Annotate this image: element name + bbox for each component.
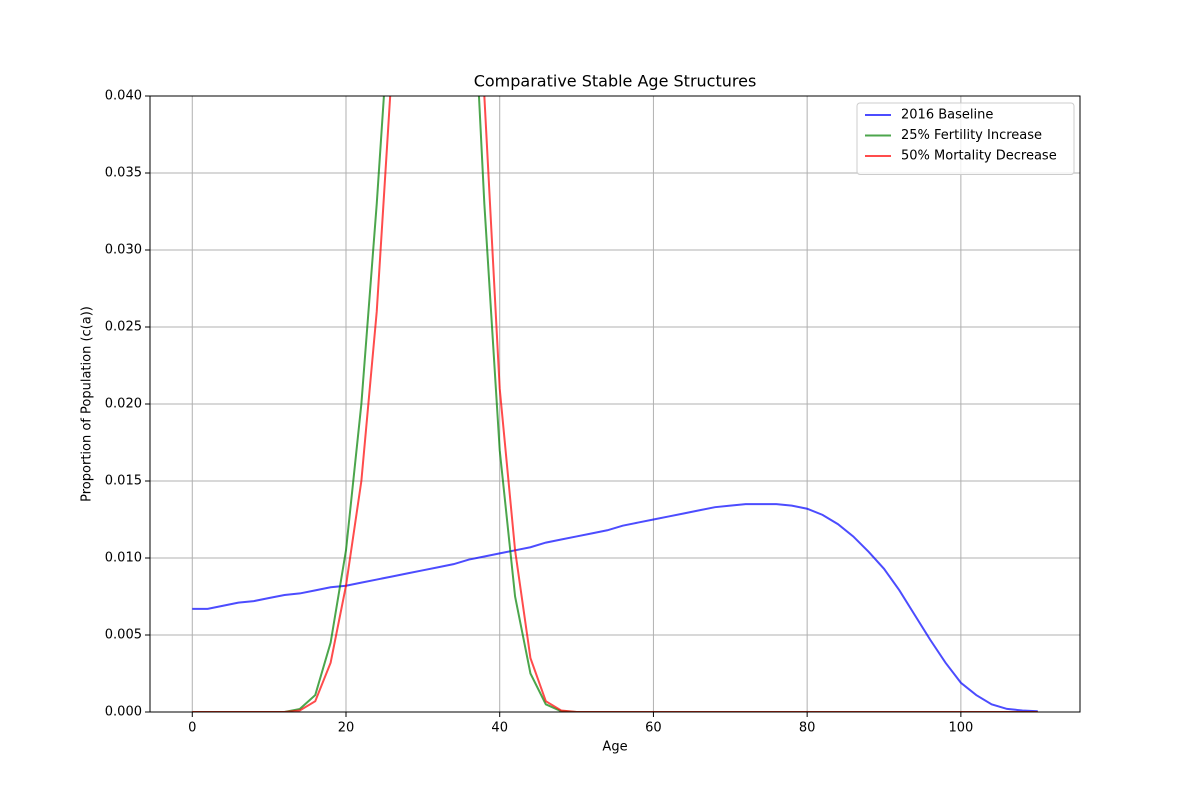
series-line bbox=[192, 503, 1038, 712]
legend-label: 50% Mortality Decrease bbox=[901, 149, 1057, 164]
y-tick-label: 0.020 bbox=[105, 397, 142, 412]
y-tick-label: 0.035 bbox=[105, 166, 142, 181]
plot-lines bbox=[192, 96, 1038, 712]
x-axis-label: Age bbox=[602, 740, 627, 755]
x-tick-label: 20 bbox=[338, 721, 355, 736]
x-tick-label: 0 bbox=[188, 721, 196, 736]
y-tick-label: 0.005 bbox=[105, 628, 142, 643]
x-tick-label: 60 bbox=[645, 721, 662, 736]
series-line bbox=[192, 96, 1038, 712]
y-tick-label: 0.025 bbox=[105, 320, 142, 335]
x-tick-label: 40 bbox=[491, 721, 508, 736]
series-line bbox=[192, 96, 1038, 712]
x-tick-label: 80 bbox=[799, 721, 816, 736]
y-tick-label: 0.040 bbox=[105, 89, 142, 104]
chart-title: Comparative Stable Age Structures bbox=[474, 72, 757, 91]
y-tick-label: 0.010 bbox=[105, 551, 142, 566]
y-tick-label: 0.030 bbox=[105, 243, 142, 258]
x-tick-label: 100 bbox=[948, 721, 973, 736]
legend-label: 2016 Baseline bbox=[901, 108, 993, 123]
y-tick-label: 0.000 bbox=[105, 705, 142, 720]
legend-box bbox=[856, 102, 1075, 175]
legend-label: 25% Fertility Increase bbox=[901, 128, 1042, 143]
y-axis-label: Proportion of Population (c(a)) bbox=[80, 306, 95, 502]
y-tick-label: 0.015 bbox=[105, 474, 142, 489]
legend: 2016 Baseline 25% Fertility Increase 50% M… bbox=[856, 102, 1075, 175]
